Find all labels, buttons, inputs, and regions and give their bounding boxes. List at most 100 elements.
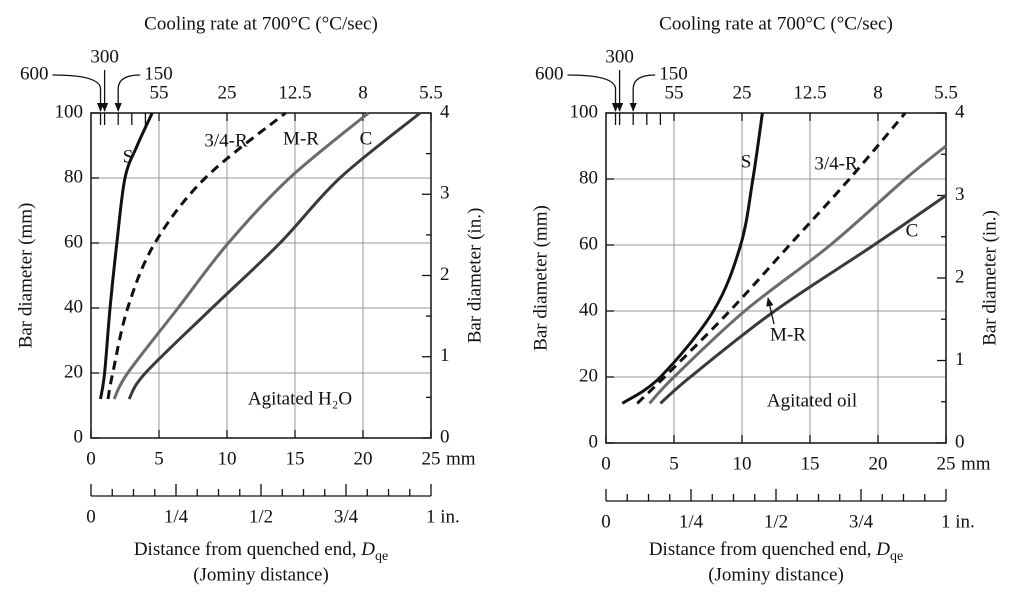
y-tick-label: 80 <box>64 166 83 187</box>
chart-title: Cooling rate at 700°C (°C/sec) <box>144 13 378 34</box>
top-tick-label: 12.5 <box>278 82 311 103</box>
x-unit: mm <box>961 453 991 474</box>
y2-tick-label: 2 <box>955 266 965 287</box>
top-tick-arrow <box>629 74 656 112</box>
x-axis-title: Distance from quenched end, Dqe <box>649 539 903 564</box>
y2-tick-label: 1 <box>440 345 450 366</box>
x-tick-label: 20 <box>869 453 888 474</box>
label-pointer <box>766 297 775 325</box>
top-tick-label: 300 <box>605 46 634 67</box>
top-tick-arrow <box>114 74 141 112</box>
x-tick-label: 25 <box>937 453 956 474</box>
series-label: M-R <box>770 324 806 345</box>
inch-tick-label: 1/2 <box>764 511 788 532</box>
series-label: M-R <box>283 128 319 149</box>
annotation: Agitated oil <box>767 390 857 411</box>
x-unit: mm <box>446 448 476 469</box>
x-tick-label: 5 <box>154 448 164 469</box>
x-axis-title-part: Distance from quenched end, <box>134 539 361 560</box>
y2-tick-label: 3 <box>440 183 450 204</box>
inch-tick-label: 3/4 <box>334 506 359 527</box>
line-series <box>621 112 764 405</box>
y-axis-title: Bar diameter (mm) <box>530 205 551 351</box>
y2-tick-label: 0 <box>440 426 450 447</box>
line-series <box>127 111 422 400</box>
x-axis-title: Distance from quenched end, Dqe <box>134 539 388 564</box>
x-tick-label: 0 <box>601 453 611 474</box>
x-axis-title-part: qe <box>375 549 388 564</box>
top-tick-label: 8 <box>873 82 883 103</box>
y-tick-label: 100 <box>570 101 599 122</box>
inch-tick-label: 0 <box>601 511 611 532</box>
top-tick-label: 5.5 <box>419 82 443 103</box>
y2-tick-label: 1 <box>955 349 965 370</box>
top-tick-label: 55 <box>665 82 684 103</box>
top-tick-label: 25 <box>733 82 752 103</box>
top-tick-label: 150 <box>144 63 173 84</box>
line-series <box>106 111 287 400</box>
y2-tick-label: 4 <box>440 101 450 122</box>
line-series <box>636 112 907 405</box>
top-tick-label: 600 <box>535 63 564 84</box>
x-tick-label: 25 <box>422 448 441 469</box>
x-tick-label: 20 <box>354 448 373 469</box>
y-tick-label: 40 <box>64 296 83 317</box>
y-tick-label: 80 <box>579 167 598 188</box>
y-tick-label: 0 <box>74 426 84 447</box>
y-tick-label: 20 <box>579 365 598 386</box>
top-tick-label: 25 <box>218 82 237 103</box>
plot-frame <box>605 112 947 444</box>
inch-tick-label: 0 <box>86 506 96 527</box>
series-label: S <box>123 146 134 167</box>
y-tick-label: 0 <box>589 431 599 452</box>
y-axis-title: Bar diameter (mm) <box>15 203 36 349</box>
y-tick-label: 100 <box>55 101 84 122</box>
y-tick-label: 60 <box>64 231 83 252</box>
y2-tick-label: 4 <box>955 101 965 122</box>
x-axis-title-part: qe <box>890 549 903 564</box>
y-tick-label: 40 <box>579 299 598 320</box>
series-label: C <box>906 220 919 241</box>
line-series <box>659 194 947 405</box>
x-axis-title-part: D <box>875 539 890 560</box>
x-tick-label: 10 <box>733 453 752 474</box>
inch-tick-label: 1 in. <box>941 511 975 532</box>
x-axis-title-part: D <box>360 539 375 560</box>
top-tick-label: 12.5 <box>793 82 826 103</box>
inch-tick-label: 1/4 <box>679 511 704 532</box>
line-series <box>648 144 947 405</box>
y-tick-label: 60 <box>579 233 598 254</box>
y2-tick-label: 2 <box>440 264 450 285</box>
top-tick-label: 300 <box>90 46 119 67</box>
y2-axis-title: Bar diameter (in.) <box>464 208 485 344</box>
inch-tick-label: 1/4 <box>164 506 189 527</box>
inch-tick-label: 1/2 <box>249 506 273 527</box>
y2-tick-label: 3 <box>955 184 965 205</box>
x-tick-label: 5 <box>669 453 679 474</box>
top-tick-label: 5.5 <box>934 82 958 103</box>
top-tick-label: 8 <box>358 82 368 103</box>
series-label: 3/4-R <box>814 153 858 174</box>
x-axis-subtitle: (Jominy distance) <box>193 564 329 585</box>
top-tick-arrow <box>567 74 620 112</box>
line-series <box>112 111 370 400</box>
x-axis-subtitle: (Jominy distance) <box>708 564 844 585</box>
inch-tick-label: 1 in. <box>426 506 460 527</box>
x-axis-title-part: Distance from quenched end, <box>649 539 876 560</box>
inch-tick-label: 3/4 <box>849 511 874 532</box>
plot-frame <box>90 112 432 439</box>
top-tick-label: 600 <box>20 63 49 84</box>
x-tick-label: 10 <box>218 448 237 469</box>
top-tick-arrow <box>52 74 105 112</box>
series-label: S <box>741 151 752 172</box>
series-label: C <box>360 128 373 149</box>
y2-tick-label: 0 <box>955 431 965 452</box>
x-tick-label: 15 <box>801 453 820 474</box>
x-tick-label: 0 <box>86 448 96 469</box>
series-label: 3/4-R <box>204 130 248 151</box>
line-series <box>99 112 154 400</box>
annotation: Agitated H₂O <box>248 388 352 409</box>
x-tick-label: 15 <box>286 448 305 469</box>
y-tick-label: 20 <box>64 361 83 382</box>
